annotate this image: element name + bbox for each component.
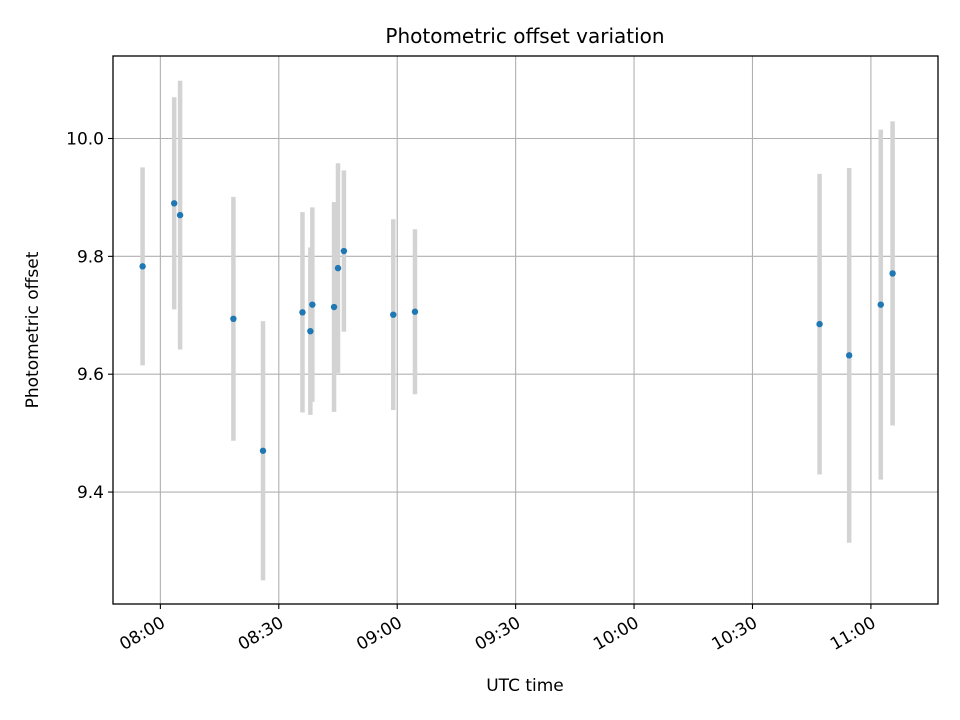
data-point bbox=[340, 247, 348, 255]
chart-title: Photometric offset variation bbox=[385, 24, 664, 48]
y-tick-label: 10.0 bbox=[66, 129, 104, 149]
data-points bbox=[139, 200, 896, 454]
data-point bbox=[230, 315, 237, 323]
data-point bbox=[411, 308, 419, 315]
data-point bbox=[889, 270, 896, 277]
data-point bbox=[330, 303, 338, 311]
y-tick-label: 9.6 bbox=[77, 365, 104, 385]
plot-frame bbox=[112, 55, 939, 605]
y-tick-label: 9.8 bbox=[77, 247, 104, 267]
data-point bbox=[307, 327, 314, 335]
data-point bbox=[176, 211, 184, 219]
y-tick-label: 9.4 bbox=[77, 483, 104, 503]
grid bbox=[113, 56, 938, 604]
data-point bbox=[845, 352, 853, 359]
data-point bbox=[816, 320, 823, 328]
data-point bbox=[259, 447, 267, 454]
x-axis-label: UTC time bbox=[486, 676, 564, 696]
data-point bbox=[309, 301, 316, 308]
data-point bbox=[334, 264, 342, 272]
y-axis-label: Photometric offset bbox=[23, 251, 43, 408]
data-point bbox=[170, 200, 178, 207]
data-point bbox=[299, 309, 306, 316]
data-point bbox=[390, 311, 397, 318]
data-point bbox=[877, 301, 884, 308]
data-point bbox=[139, 263, 146, 270]
y-axis-ticks: 9.4 9.6 9.8 10.0 bbox=[66, 129, 113, 503]
